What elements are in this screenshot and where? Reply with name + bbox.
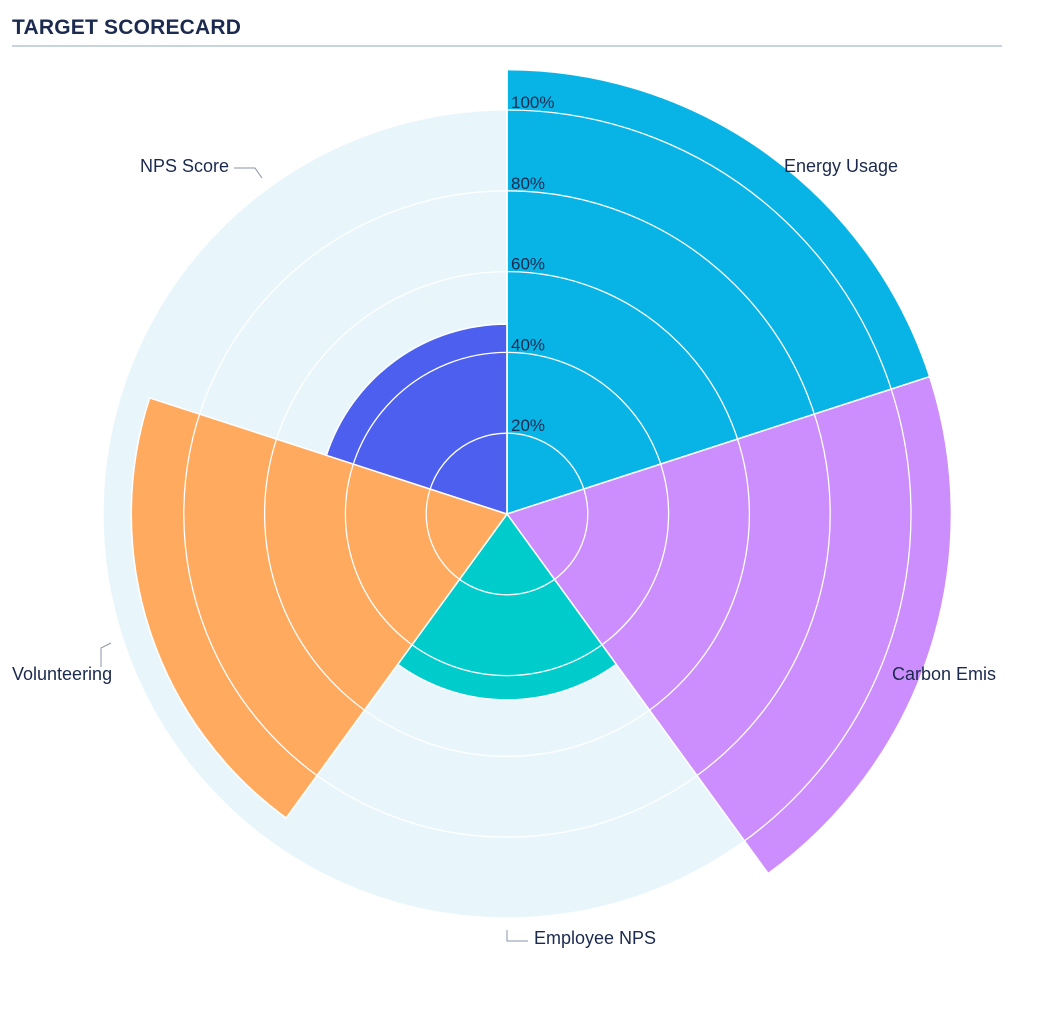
category-label-nps-score: NPS Score [140,156,229,176]
category-label-carbon-emis: Carbon Emis [892,664,996,684]
page-title: TARGET SCORECARD [12,16,242,39]
category-label-employee-nps: Employee NPS [534,928,656,948]
label-leader-line [234,167,263,179]
radial-tick-label: 60% [511,255,545,274]
category-labels: Energy Usage Carbon Emis Employee NPS Volun… [12,156,996,948]
radial-tick-label: 80% [511,174,545,193]
wedge-nps-score[interactable] [325,323,508,516]
wedge-employee-nps[interactable] [396,512,618,701]
label-leader-line [100,642,112,667]
radial-tick-labels: 20% 40% 60% 80% 100% [511,93,554,435]
wedge-volunteering[interactable] [130,396,509,820]
category-label-energy-usage: Energy Usage [784,156,898,176]
radial-tick-label: 40% [511,335,545,354]
wedge-energy-usage[interactable] [506,68,931,516]
chart-gridlines [102,69,912,919]
title-divider [12,45,1002,47]
category-label-volunteering: Volunteering [12,664,112,684]
radial-tick-label: 20% [511,416,545,435]
chart-wedges [130,68,953,875]
label-leader-line [506,930,528,942]
radial-tick-label: 100% [511,93,554,112]
wedge-carbon-emis[interactable] [505,375,953,875]
